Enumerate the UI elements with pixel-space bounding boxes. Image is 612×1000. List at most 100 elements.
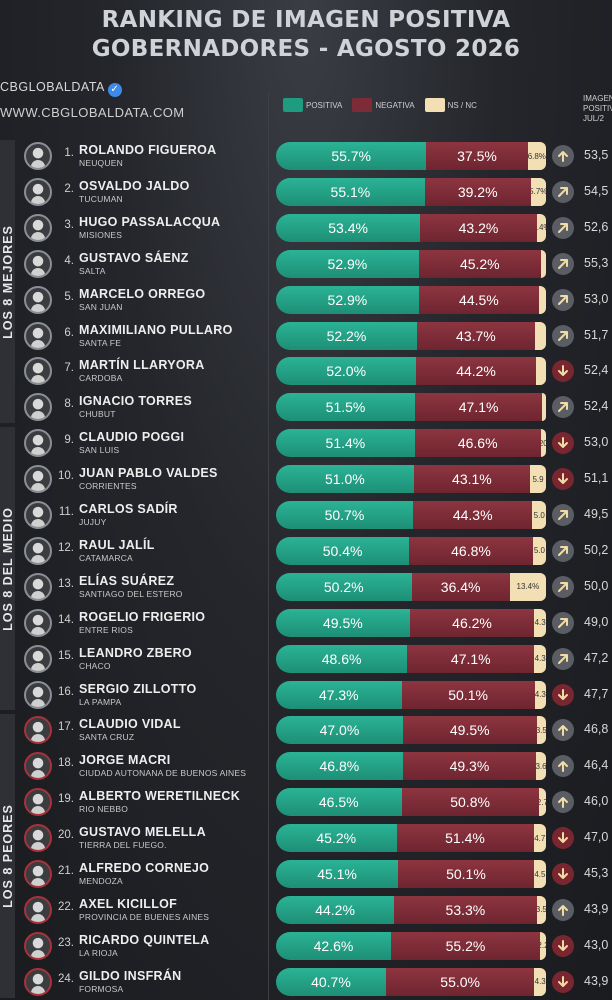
governor-name: GUSTAVO SÁENZ	[79, 250, 189, 265]
governor-name: GILDO INSFRÁN	[79, 968, 182, 983]
trend-up-right-icon	[552, 252, 574, 275]
governor-name: IGNACIO TORRES	[79, 394, 193, 409]
label-positive: 45.2%	[316, 830, 357, 847]
rank-number: 16.	[58, 685, 74, 698]
bar-negative: 37.5%	[426, 142, 528, 170]
table-row: 14. ROGELIO FRIGERIO ENTRE RIOS 49.5% 46.2% 4…	[0, 605, 612, 641]
label-ns-nc: 5.9	[532, 474, 544, 484]
previous-header-line-1: IMAGEN	[583, 94, 612, 103]
previous-value: 51,1	[584, 471, 609, 486]
label-negative: 50.1%	[448, 686, 488, 703]
stacked-bar: 55.7% 37.5% 6.8%	[276, 142, 546, 170]
bar-ns-nc: 2.2	[540, 931, 546, 960]
label-ns-nc: 4.3	[534, 618, 546, 628]
bar-positive: 52.2%	[276, 321, 417, 350]
bar-negative: 49.3%	[402, 752, 537, 781]
label-positive: 52.2%	[326, 327, 367, 344]
stacked-bar: 46.8% 49.3% 3.6	[276, 752, 546, 781]
avatar-icon	[24, 249, 52, 278]
avatar-icon	[24, 393, 52, 422]
rank-number: 17.	[58, 721, 74, 734]
trend-down-icon	[552, 432, 574, 455]
rank-number: 3.	[64, 218, 74, 231]
chart-title: RANKING DE IMAGEN POSITIVA GOBERNADORES …	[0, 6, 612, 64]
rank-number: 7.	[64, 362, 74, 375]
stacked-bar: 52.0% 44.2%	[276, 357, 546, 386]
label-negative: 36.4%	[440, 578, 481, 595]
stacked-bar: 44.2% 53.3% 3.5	[276, 895, 546, 924]
label-ns-nc: 2.2	[540, 941, 546, 951]
legend-swatch-ns-nc	[424, 98, 445, 112]
previous-value: 47,7	[584, 686, 609, 701]
table-row: 20. GUSTAVO MELELLA TIERRA DEL FUEGO. 45.2%…	[0, 820, 612, 856]
governor-name: SERGIO ZILLOTTO	[79, 681, 197, 696]
previous-value: 46,0	[584, 794, 609, 809]
label-negative: 49.3%	[449, 758, 490, 775]
label-negative: 51.4%	[445, 830, 485, 847]
stacked-bar: 50.4% 46.8% 5.0	[276, 536, 546, 565]
group-band	[0, 714, 15, 998]
table-row: 11. CARLOS SADÍR JUJUY 50.7% 44.3% 5.0 49,5	[0, 497, 612, 533]
label-negative: 53.3%	[445, 901, 486, 918]
bar-ns-nc: 13.4%	[509, 572, 546, 601]
label-negative: 39.2%	[457, 183, 498, 200]
legend-label-positiva: POSITIVA	[306, 100, 343, 110]
label-ns-nc: 20	[540, 438, 546, 448]
previous-value: 53,5	[584, 148, 609, 162]
rank-number: 2.	[64, 182, 74, 195]
trend-up-right-icon	[552, 611, 574, 634]
stacked-bar: 50.7% 44.3% 5.0	[276, 501, 546, 529]
governor-name: JORGE MACRI	[79, 753, 171, 768]
table-row: 18. JORGE MACRI CIUDAD AUTONANA DE BUENOS …	[0, 748, 612, 784]
avatar-icon	[24, 608, 52, 637]
province-name: RIO NEBBO	[79, 804, 129, 815]
previous-column-header: IMAGENPOSITIVAJUL/2	[583, 94, 612, 124]
label-positive: 50.4%	[322, 542, 363, 559]
bar-negative: 47.1%	[407, 644, 535, 673]
label-ns-nc: 4.5	[534, 869, 546, 879]
governor-name: LEANDRO ZBERO	[79, 645, 192, 660]
label-ns-nc: 4.7	[534, 833, 546, 843]
province-name: CHACO	[79, 660, 111, 671]
label-ns-nc: 5.0	[533, 510, 545, 520]
trend-up-icon	[552, 898, 574, 921]
table-row: 15. LEANDRO ZBERO CHACO 48.6% 47.1% 4.3 47,2	[0, 641, 612, 677]
previous-value: 52,6	[584, 219, 609, 234]
label-negative: 50.8%	[450, 794, 490, 811]
table-row: 19. ALBERTO WERETILNECK RIO NEBBO 46.5% 50.8…	[0, 784, 612, 820]
bar-negative: 47.1%	[415, 393, 543, 422]
bar-ns-nc: 4.3	[534, 680, 546, 709]
title-line-2: GOBERNADORES - AGOSTO 2026	[91, 36, 521, 62]
province-name: CARDOBA	[79, 373, 123, 384]
stacked-bar: 47.0% 49.5% 3.5	[276, 716, 546, 745]
governor-name: AXEL KICILLOF	[79, 896, 178, 911]
bar-negative: 45.2%	[418, 249, 541, 278]
governor-name: CARLOS SADÍR	[79, 502, 178, 516]
governor-name: ALFREDO CORNEJO	[79, 861, 210, 875]
bar-positive: 45.1%	[276, 860, 399, 888]
previous-value: 50,2	[584, 542, 609, 557]
governor-name: JUAN PABLO VALDES	[79, 466, 218, 481]
rank-number: 19.	[58, 793, 74, 806]
legend-label-negativa: NEGATIVA	[375, 100, 415, 110]
rank-number: 13.	[58, 577, 74, 590]
label-negative: 47.1%	[450, 650, 491, 667]
avatar-icon	[24, 213, 52, 242]
bar-ns-nc: 3.4%	[536, 213, 546, 242]
previous-header-line-2: POSITIVA	[583, 104, 612, 113]
table-row: 24. GILDO INSFRÁN FORMOSA 40.7% 55.0% 4.3 43,9	[0, 964, 612, 1000]
province-name: SANTA FE	[79, 337, 122, 348]
label-negative: 44.2%	[456, 363, 496, 380]
label-negative: 46.2%	[452, 614, 492, 631]
label-positive: 50.2%	[323, 578, 364, 595]
label-negative: 44.3%	[452, 507, 493, 523]
label-positive: 51.0%	[324, 471, 365, 488]
label-ns-nc: 6.8%	[527, 151, 546, 161]
stacked-bar: 45.1% 50.1% 4.5	[276, 860, 546, 888]
avatar-icon	[24, 644, 52, 673]
avatar-icon	[24, 680, 52, 709]
stacked-bar: 50.2% 36.4% 13.4%	[276, 572, 546, 601]
label-positive: 40.7%	[311, 973, 351, 990]
table-row: 12. RAUL JALÍL CATAMARCA 50.4% 46.8% 5.0 50,2	[0, 533, 612, 569]
